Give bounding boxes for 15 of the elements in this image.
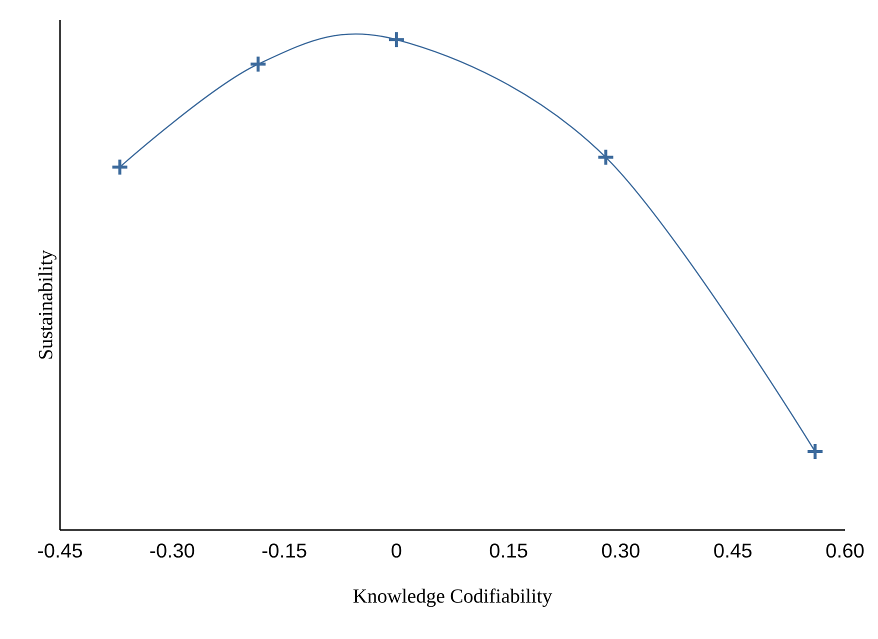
point — [387, 30, 406, 49]
point — [249, 55, 268, 74]
point — [806, 442, 824, 461]
x-axis-title: Knowledge Codifiability — [353, 588, 552, 607]
point — [110, 158, 129, 176]
x-tick-label: -0.45 — [38, 544, 82, 558]
x-tick-label: 0.30 — [602, 544, 640, 558]
x-tick-label: 0.45 — [714, 544, 752, 558]
x-tick-label: -0.15 — [262, 544, 306, 558]
x-tick-label: -0.30 — [150, 544, 194, 558]
x-tick-label: 0 — [392, 544, 402, 558]
y-axis-title: Sustainability — [38, 250, 56, 359]
point — [596, 148, 615, 166]
x-tick-label: 0.60 — [826, 544, 864, 558]
x-tick-label: 0.15 — [490, 544, 528, 558]
